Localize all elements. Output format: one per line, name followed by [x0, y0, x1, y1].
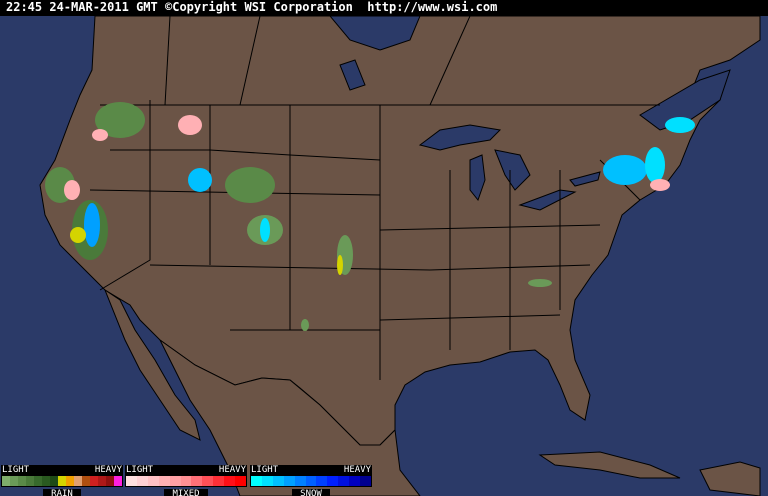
legend-swatch	[235, 476, 246, 486]
timestamp-banner: 22:45 24-MAR-2011 GMT ©Copyright WSI Cor…	[0, 0, 768, 16]
legend-swatch	[66, 476, 74, 486]
legend-swatch	[360, 476, 371, 486]
legend-heavy-label: HEAVY	[343, 465, 371, 475]
legend-swatch	[18, 476, 26, 486]
legend-swatch	[2, 476, 10, 486]
time: 22:45	[6, 0, 43, 14]
legend-swatch	[136, 476, 148, 486]
legend-light-label: LIGHT	[251, 465, 279, 475]
lake-winnipeg	[339, 59, 366, 91]
lake-michigan	[469, 154, 486, 202]
hispaniola	[699, 461, 761, 496]
legend-swatch	[114, 476, 122, 486]
legend-mixed: LIGHT HEAVY MIXED	[125, 465, 247, 496]
gulf-st-lawrence	[639, 69, 731, 131]
precipitation-echoes	[45, 102, 695, 331]
legend-swatch	[251, 476, 262, 486]
north-america-land	[39, 16, 761, 446]
legend-rain: LIGHT HEAVY RAIN	[1, 465, 123, 496]
legend-swatch	[10, 476, 18, 486]
legend-swatch	[224, 476, 236, 486]
legend-color-bar	[125, 475, 247, 487]
legend-swatch	[202, 476, 214, 486]
legend-heavy-label: HEAVY	[94, 465, 122, 475]
legend-swatch	[82, 476, 90, 486]
hudson-bay	[329, 16, 421, 51]
legend-swatch	[272, 476, 284, 486]
legend-swatch	[180, 476, 192, 486]
legend-swatch	[158, 476, 170, 486]
legend-swatch	[191, 476, 203, 486]
legend-swatch	[338, 476, 350, 486]
legend-swatch	[305, 476, 317, 486]
legend-swatch	[58, 476, 66, 486]
baja-california	[103, 288, 201, 441]
legend-swatch	[26, 476, 34, 486]
lake-erie	[518, 189, 577, 211]
us-radar-map	[39, 16, 761, 496]
legend-swatch	[74, 476, 82, 486]
timezone: GMT	[136, 0, 158, 14]
legend-swatch	[126, 476, 137, 486]
legend-swatch	[169, 476, 181, 486]
legend-swatch	[316, 476, 328, 486]
legend-swatch	[283, 476, 295, 486]
copyright: ©Copyright WSI Corporation	[165, 0, 353, 14]
legend-swatch	[349, 476, 361, 486]
legend-snow: LIGHT HEAVY SNOW	[250, 465, 372, 496]
legend-swatch	[213, 476, 225, 486]
url: http://www.wsi.com	[367, 0, 498, 14]
lake-superior	[418, 124, 502, 151]
legend-swatch	[327, 476, 339, 486]
legend-swatch	[106, 476, 114, 486]
legend-light-label: LIGHT	[2, 465, 30, 475]
legend-type-label: MIXED	[164, 489, 208, 496]
lake-huron	[494, 149, 531, 191]
date: 24-MAR-2011	[49, 0, 129, 14]
legend-swatch	[42, 476, 50, 486]
legend-color-bar	[1, 475, 123, 487]
legend-light-label: LIGHT	[126, 465, 154, 475]
legend-swatch	[98, 476, 106, 486]
legend-swatch	[294, 476, 306, 486]
legend-swatch	[147, 476, 159, 486]
legend-color-bar	[250, 475, 372, 487]
legend-heavy-label: HEAVY	[218, 465, 246, 475]
legend-swatch	[261, 476, 273, 486]
legend-type-label: SNOW	[292, 489, 330, 496]
lake-ontario	[569, 171, 601, 187]
legend-swatch	[50, 476, 58, 486]
mexico-mainland	[159, 339, 421, 496]
legend-type-label: RAIN	[43, 489, 81, 496]
legend-swatch	[34, 476, 42, 486]
legend-swatch	[90, 476, 98, 486]
cuba	[538, 451, 681, 479]
